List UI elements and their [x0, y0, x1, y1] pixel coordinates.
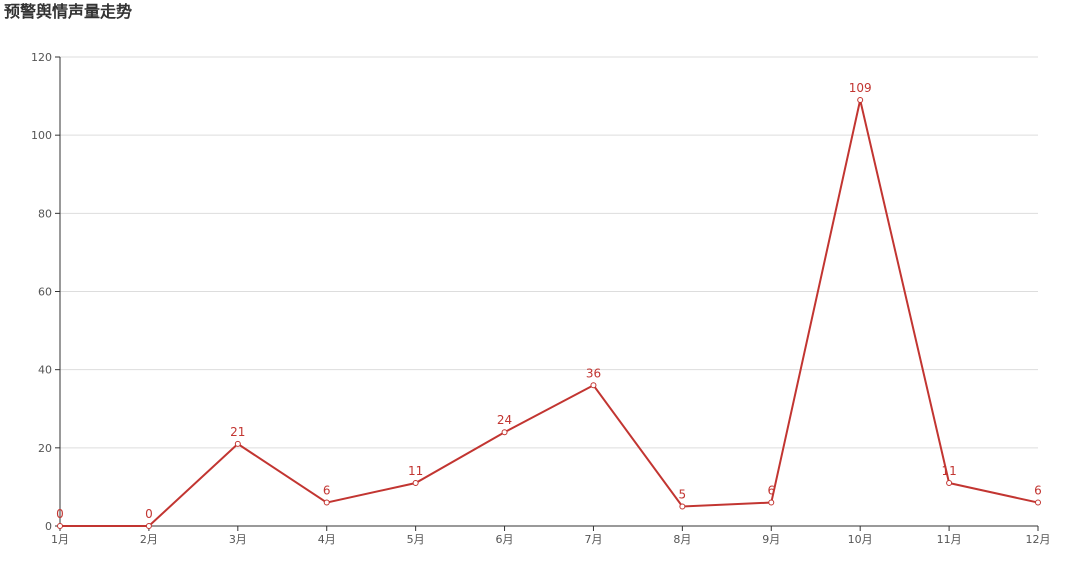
data-point — [946, 480, 953, 487]
data-label: 109 — [849, 81, 872, 95]
y-tick-label: 80 — [38, 207, 52, 220]
data-point — [679, 503, 686, 510]
x-tick-label: 1月 — [51, 533, 69, 546]
x-tick-label: 7月 — [584, 533, 602, 546]
data-label: 11 — [408, 464, 423, 478]
data-point — [145, 523, 152, 529]
data-label: 6 — [323, 484, 331, 498]
x-tick-label: 8月 — [673, 533, 691, 546]
x-tick-label: 2月 — [140, 533, 158, 546]
data-label: 6 — [767, 484, 775, 498]
x-tick-label: 11月 — [937, 533, 962, 546]
data-label: 0 — [56, 507, 64, 521]
data-point — [501, 429, 508, 436]
y-tick-label: 120 — [31, 51, 52, 64]
y-tick-label: 0 — [45, 520, 52, 533]
y-tick-label: 60 — [38, 286, 52, 299]
x-tick-label: 10月 — [848, 533, 873, 546]
x-tick-label: 5月 — [407, 533, 425, 546]
data-label: 36 — [586, 366, 601, 380]
data-point — [590, 382, 597, 389]
x-tick-label: 4月 — [318, 533, 336, 546]
x-tick-label: 12月 — [1026, 533, 1051, 546]
y-tick-label: 20 — [38, 442, 52, 455]
data-label: 21 — [230, 425, 245, 439]
data-point — [1035, 499, 1041, 506]
data-point — [57, 523, 63, 529]
data-point — [234, 440, 241, 447]
data-point — [412, 480, 419, 487]
series-line — [60, 99, 1039, 527]
y-tick-label: 40 — [38, 364, 52, 377]
x-tick-label: 3月 — [229, 533, 247, 546]
data-point — [768, 499, 775, 506]
chart-title: 预警舆情声量走势 — [4, 2, 132, 21]
data-point — [323, 499, 330, 506]
y-tick-label: 100 — [31, 129, 52, 142]
data-label: 0 — [145, 507, 153, 521]
data-point — [857, 96, 864, 103]
data-label: 11 — [941, 464, 956, 478]
x-tick-label: 6月 — [496, 533, 514, 546]
x-tick-label: 9月 — [762, 533, 780, 546]
data-label: 24 — [497, 413, 512, 427]
data-label: 6 — [1034, 484, 1042, 498]
data-label: 5 — [679, 487, 687, 501]
